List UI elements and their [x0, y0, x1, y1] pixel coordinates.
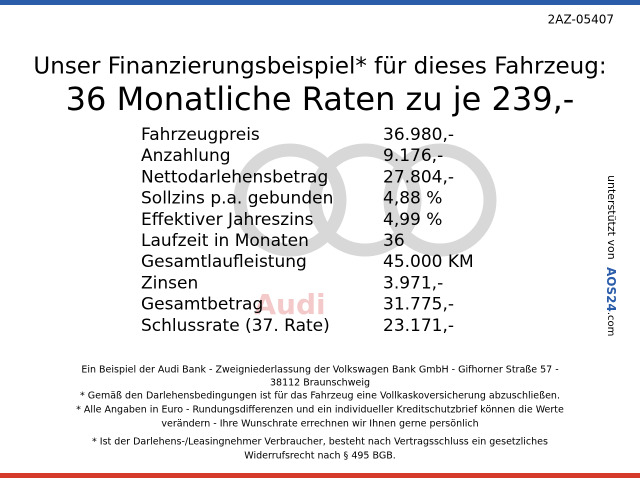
- row-label: Sollzins p.a. gebunden: [141, 189, 333, 209]
- row-label: Effektiver Jahreszins: [141, 210, 314, 230]
- sponsor-logo: AOS24.com: [605, 267, 619, 336]
- row-value: 31.775,-: [383, 295, 454, 315]
- row-label: Schlussrate (37. Rate): [141, 316, 330, 336]
- footer-line: verändern - Ihre Wunschrate errechnen wi…: [161, 419, 478, 430]
- row-value: 45.000 KM: [383, 252, 474, 272]
- bottom-stripe: [0, 473, 640, 478]
- footer-line: Widerrufsrecht nach § 495 BGB.: [244, 451, 395, 462]
- row-label: Gesamtlaufleistung: [141, 252, 307, 272]
- sponsor: unterstützt von AOS24.com: [605, 175, 619, 336]
- subheadline: 36 Monatliche Raten zu je 239,-: [66, 80, 575, 118]
- top-stripe: [0, 0, 640, 5]
- footer-line: * Ist der Darlehens-/Leasingnehmer Verbr…: [92, 437, 548, 448]
- row-value: 3.971,-: [383, 273, 443, 293]
- headline: Unser Finanzierungsbeispiel* für dieses …: [33, 54, 606, 80]
- row-label: Anzahlung: [141, 146, 231, 166]
- row-value: 4,99 %: [383, 210, 442, 230]
- sponsor-logo-name: AOS24: [605, 267, 619, 312]
- footer-line: Ein Beispiel der Audi Bank - Zweignieder…: [81, 365, 558, 376]
- row-value: 27.804,-: [383, 167, 454, 187]
- footer-line: 38112 Braunschweig: [270, 378, 370, 389]
- row-value: 23.171,-: [383, 316, 454, 336]
- rings-watermark: [233, 143, 497, 257]
- table: Fahrzeugpreis 36.980,- Anzahlung 9.176,- Net…: [141, 125, 474, 336]
- sponsor-domain: .com: [605, 312, 616, 337]
- row-value: 36.980,-: [383, 125, 454, 145]
- brand-watermark: Audi: [254, 288, 325, 321]
- footer-line: * Alle Angaben in Euro - Rundungsdiffere…: [76, 405, 564, 416]
- footer: Ein Beispiel der Audi Bank - Zweignieder…: [76, 365, 564, 462]
- row-label: Nettodarlehensbetrag: [141, 167, 328, 187]
- row-value: 4,88 %: [383, 189, 442, 209]
- row-label: Laufzeit in Monaten: [141, 231, 309, 251]
- row-label: Zinsen: [141, 273, 198, 293]
- row-label: Gesamtbetrag: [141, 295, 263, 315]
- row-label: Fahrzeugpreis: [141, 125, 260, 145]
- sponsor-label: unterstützt von: [605, 175, 618, 260]
- row-value: 9.176,-: [383, 146, 443, 166]
- code: 2AZ-05407: [548, 13, 614, 27]
- footer-line: * Gemäß den Darlehensbedingungen ist für…: [80, 391, 560, 402]
- row-value: 36: [383, 231, 405, 251]
